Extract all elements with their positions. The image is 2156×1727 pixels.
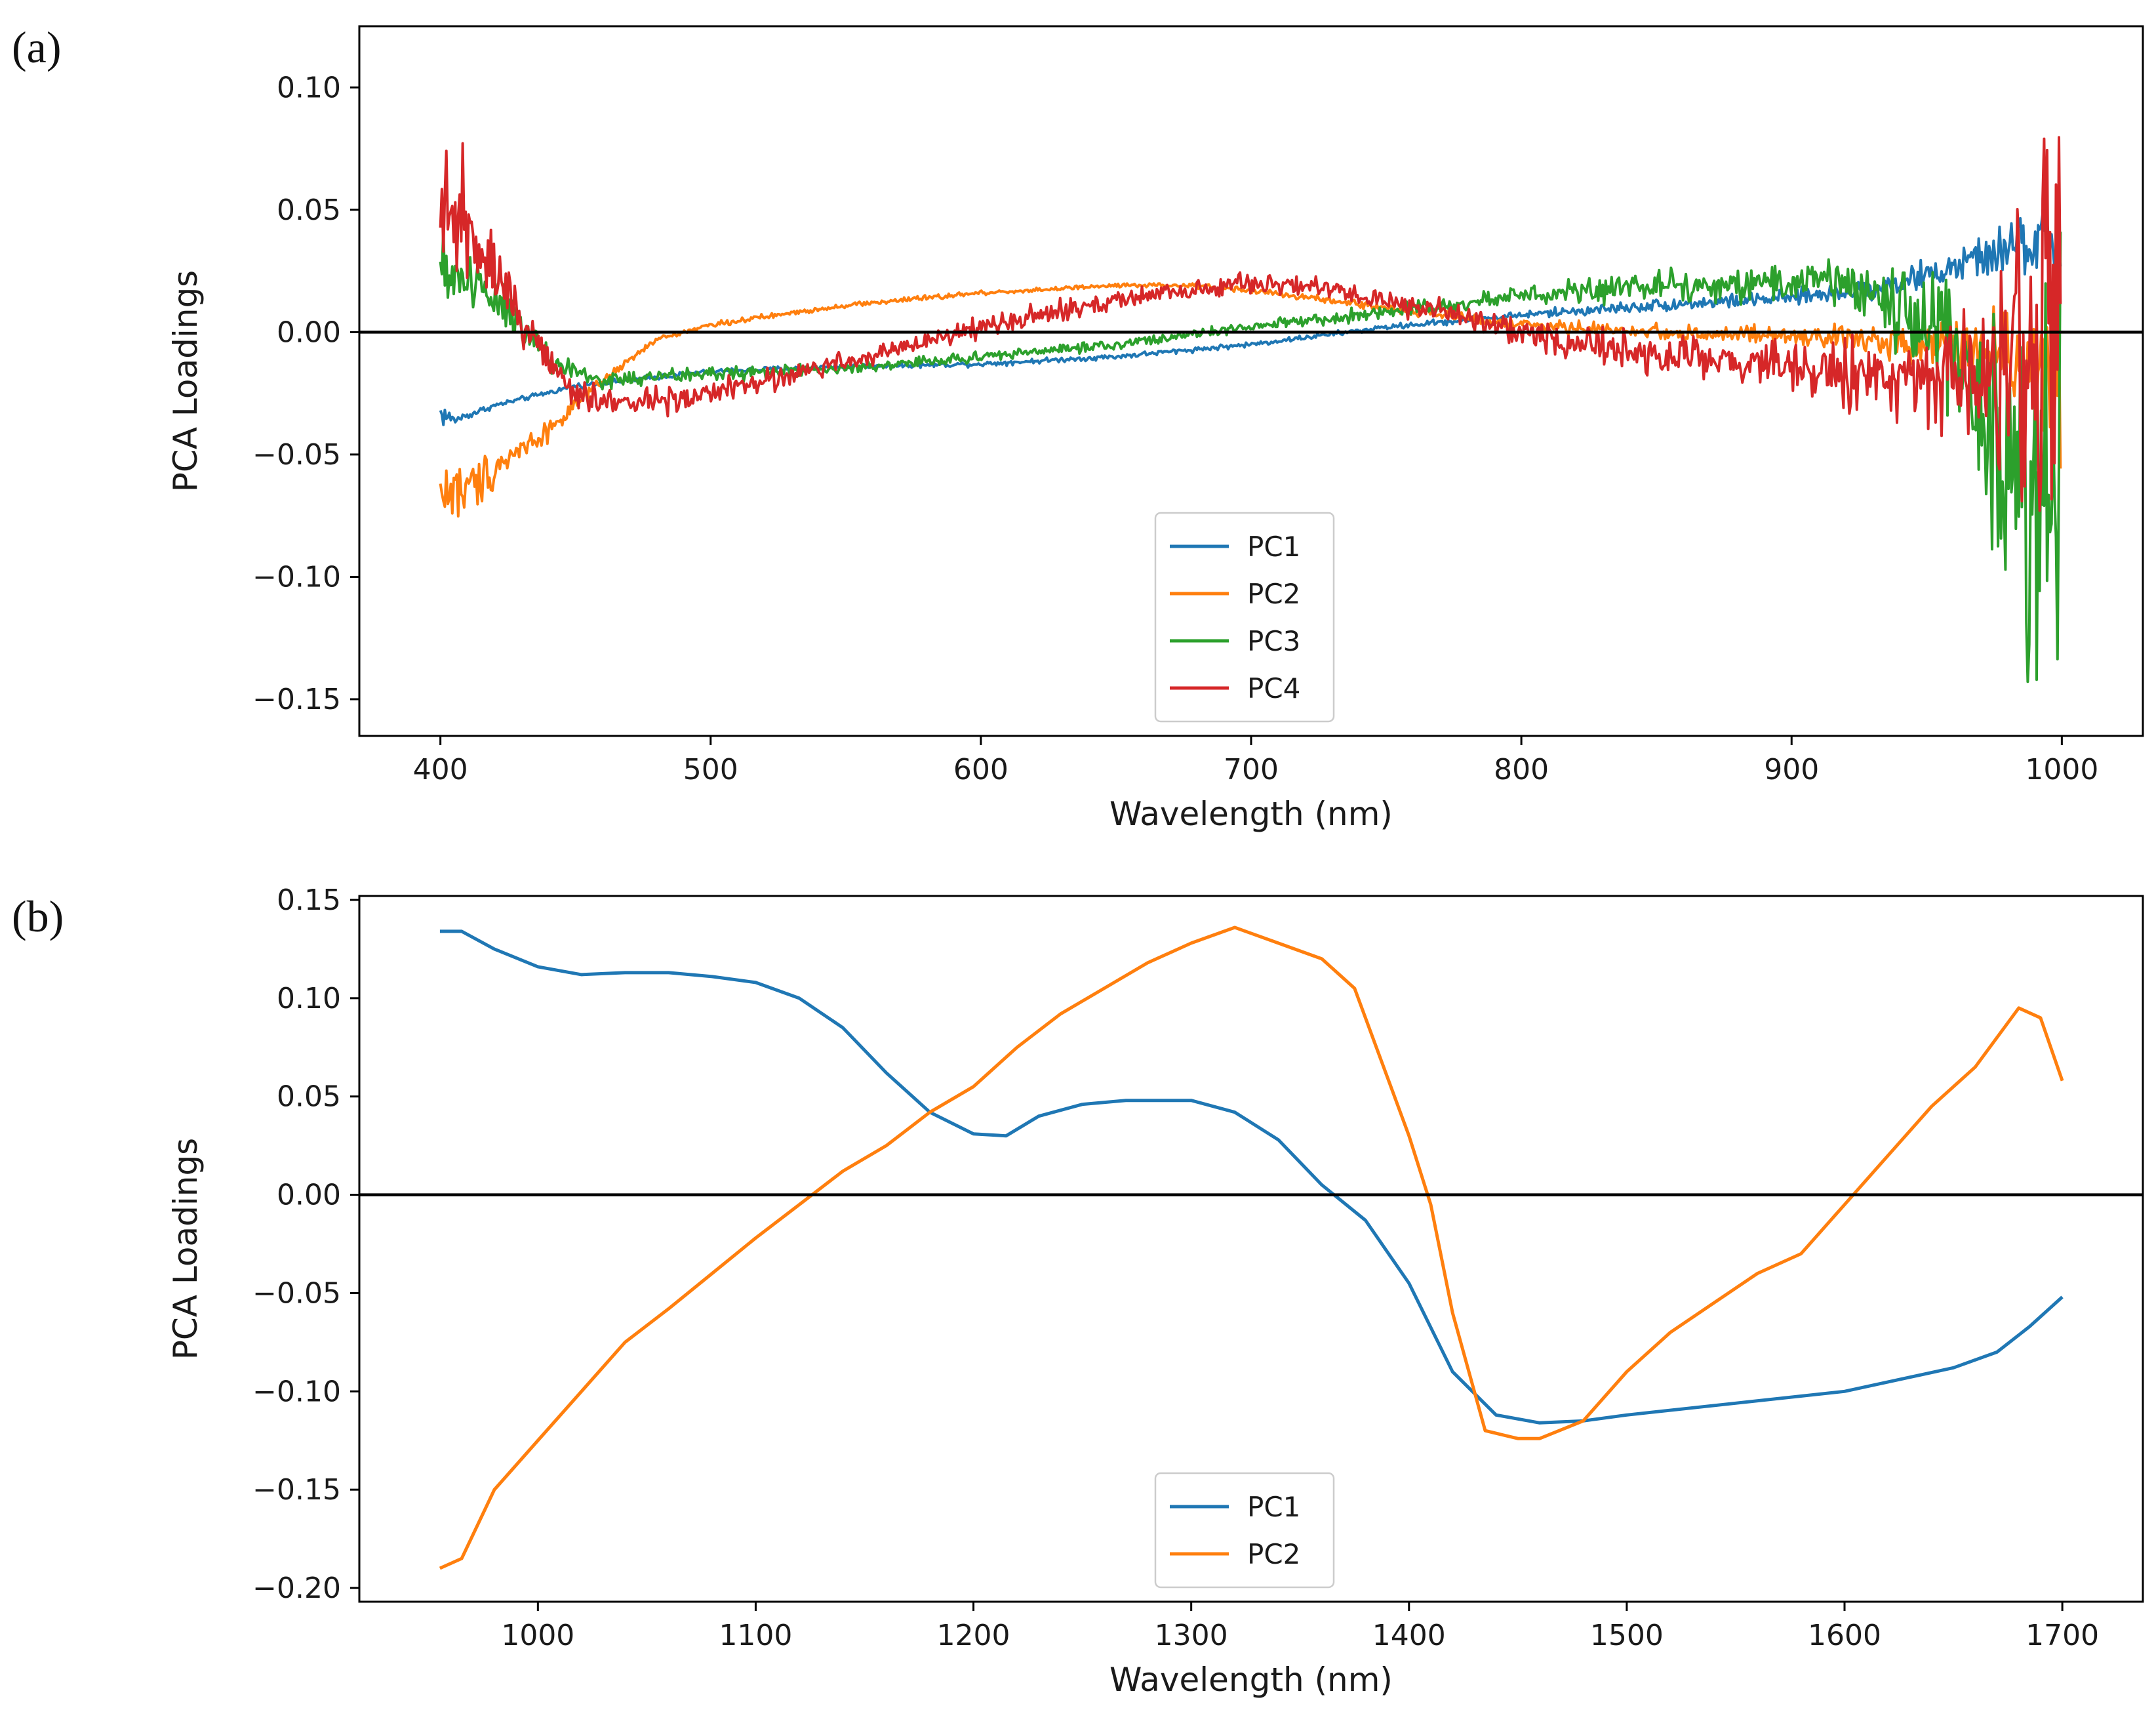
panel-a-x-axis-label: Wavelength (nm)	[1109, 795, 1393, 833]
legend-label-pc2: PC2	[1247, 1538, 1300, 1570]
panel-b-x-axis-ticks: 1000 1100 1200 1300 1400 1500 1600 1700	[501, 1602, 2099, 1652]
legend-label-pc4: PC4	[1247, 672, 1300, 704]
x-tick-label: 1000	[501, 1619, 574, 1652]
panel-b-y-axis-label: PCA Loadings	[167, 1138, 205, 1360]
y-tick-label: −0.10	[252, 1375, 341, 1408]
y-tick-label: 0.05	[277, 1080, 341, 1114]
x-tick-label: 700	[1224, 753, 1279, 786]
x-tick-label: 1500	[1590, 1619, 1664, 1652]
x-tick-label: 1600	[1808, 1619, 1881, 1652]
series-line-pc2	[439, 925, 2064, 1570]
y-tick-label: 0.05	[277, 193, 341, 227]
y-tick-label: 0.10	[277, 982, 341, 1015]
x-tick-label: 900	[1764, 753, 1819, 786]
panel-a-legend-box	[1154, 512, 1335, 723]
x-tick-label: 1300	[1155, 1619, 1228, 1652]
panel-a-x-axis-ticks: 400 500 600 700 800 900 1000	[413, 736, 2098, 786]
y-tick-label: −0.05	[252, 1276, 341, 1310]
panel-b-legend-box	[1154, 1472, 1335, 1589]
legend-label-pc2: PC2	[1247, 578, 1300, 610]
x-tick-label: 1000	[2025, 753, 2098, 786]
y-tick-label: 0.00	[277, 1179, 341, 1212]
series-line-pc4	[439, 136, 2062, 512]
panel-b-axes-frame	[358, 895, 2144, 1603]
x-tick-label: 1100	[719, 1619, 792, 1652]
y-tick-label: −0.15	[252, 683, 341, 716]
x-tick-label: 500	[683, 753, 738, 786]
panel-b-y-axis-ticks: −0.20 −0.15 −0.10 −0.05 0.00 0.05 0.10 0.15	[252, 884, 359, 1605]
panel-b-x-axis-label: Wavelength (nm)	[1109, 1661, 1393, 1699]
y-tick-label: −0.05	[252, 438, 341, 472]
panel-a-label: (a)	[12, 22, 61, 72]
panel-b-label: (b)	[12, 891, 64, 941]
y-tick-label: −0.10	[252, 560, 341, 594]
y-tick-label: 0.10	[277, 71, 341, 104]
panel-a-plot-lines	[439, 136, 2062, 683]
series-line-pc3	[439, 228, 2062, 683]
panel-b: (b) 1000 1100 1200 1300 1400 1500 1600 1700 −0.…	[12, 884, 2144, 1699]
legend-label-pc1: PC1	[1247, 1491, 1300, 1523]
x-tick-label: 1400	[1372, 1619, 1446, 1652]
y-tick-label: 0.00	[277, 315, 341, 349]
x-tick-label: 800	[1494, 753, 1549, 786]
x-tick-label: 1700	[2026, 1619, 2099, 1652]
panel-a: (a) 400 500 600 700 800 900 1000 −0.15−0.10−0.…	[12, 22, 2144, 833]
series-line-pc1	[439, 929, 2064, 1425]
x-tick-label: 400	[413, 753, 468, 786]
panel-b-plot-lines	[439, 925, 2064, 1570]
x-tick-label: 600	[953, 753, 1008, 786]
y-tick-label: −0.20	[252, 1572, 341, 1605]
y-tick-label: −0.15	[252, 1473, 341, 1507]
panel-a-y-axis-label: PCA Loadings	[167, 270, 205, 492]
legend-label-pc1: PC1	[1247, 531, 1300, 563]
panel-a-y-axis-ticks: −0.15 −0.10 −0.05 0.00 0.05 0.10	[252, 71, 359, 716]
legend-label-pc3: PC3	[1247, 625, 1300, 657]
panel-a-legend: PC1 PC2 PC3 PC4	[1154, 512, 1335, 723]
x-tick-label: 1200	[937, 1619, 1010, 1652]
y-tick-label: 0.15	[277, 884, 341, 917]
